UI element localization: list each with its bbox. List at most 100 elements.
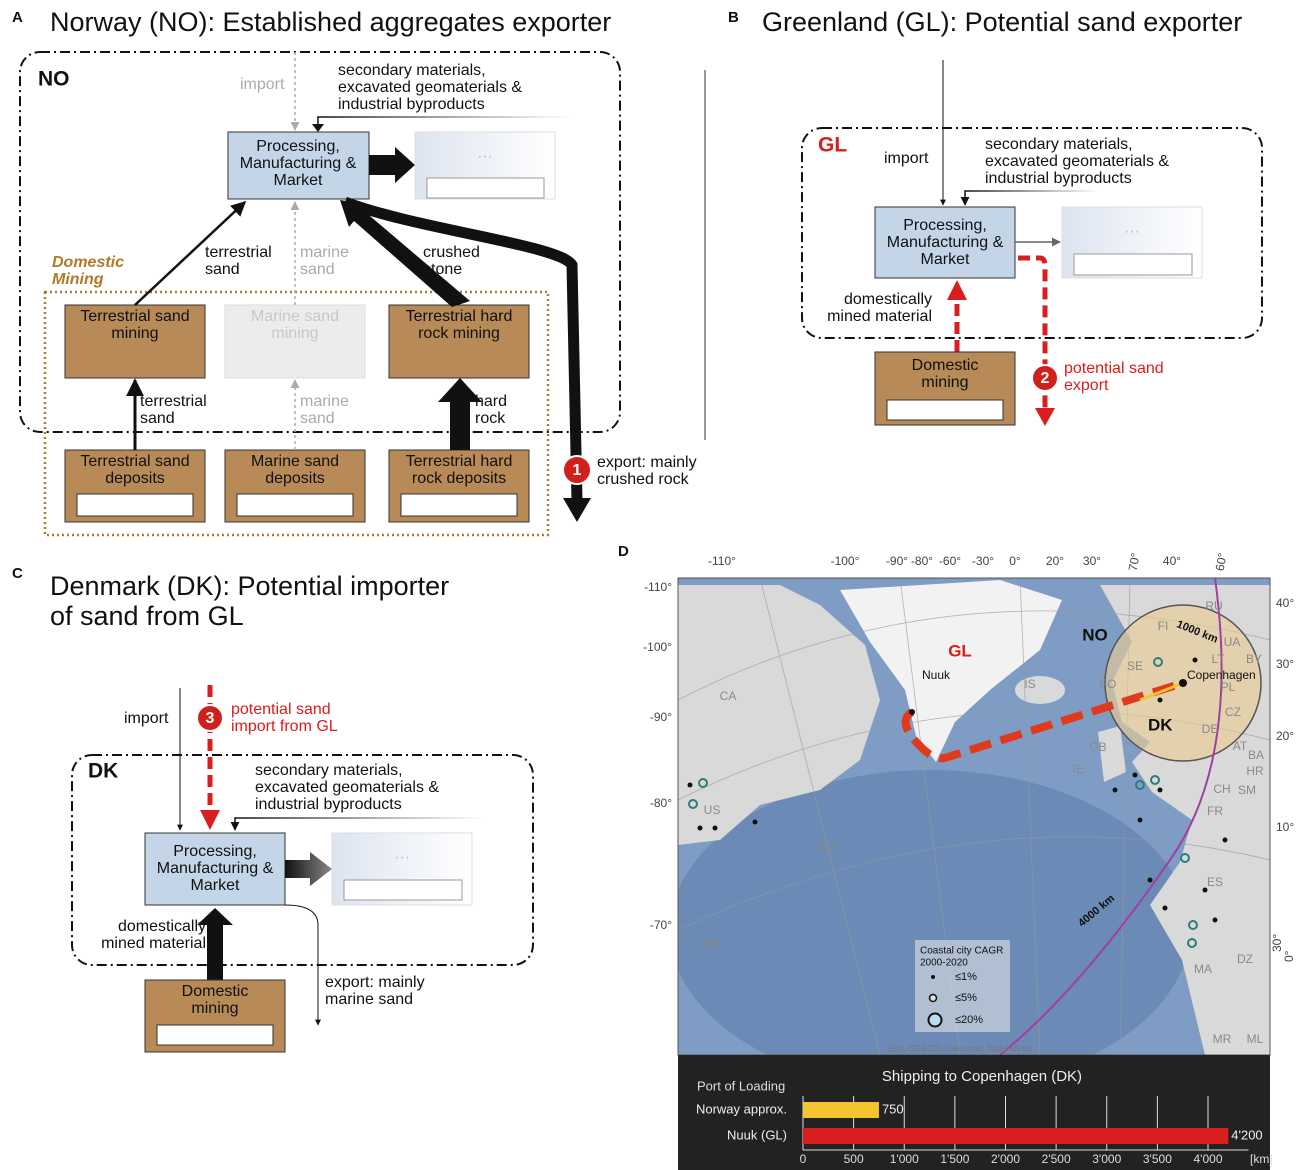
connector [1035,408,1055,426]
x-tick-label: 3'500 [1143,1152,1172,1166]
label: export [1064,377,1109,394]
country-label: MR [1213,1032,1232,1046]
shape [753,820,758,825]
label: secondary materials, [985,136,1133,153]
label: marine [300,393,349,410]
country-label: US [704,803,721,817]
box-label: Marine sand [251,453,339,470]
country-label: CA [720,689,737,703]
country-label: ML [1247,1032,1264,1046]
graticule-label: -100° [643,640,672,654]
graticule-label: 20° [1276,729,1294,743]
connector [318,117,570,130]
label: mining [921,374,968,391]
graticule-label: 70° [1126,552,1143,573]
label: stone [423,261,462,278]
shape [77,494,193,516]
shape [237,494,353,516]
country-label: LT [1211,652,1225,666]
label: excavated geomaterials & [255,779,439,796]
region-label: NO [38,68,70,91]
graticule-label: -110° [708,554,736,568]
panel-title: Greenland (GL): Potential sand exporter [762,7,1242,37]
legend-item: ≤5% [955,992,977,1004]
country-label: HR [1246,764,1264,778]
country-label: GB [1089,740,1106,754]
attribution: Esri, GEBCO, DeLorme, NaturalVue [888,1043,1033,1053]
region-label: DK [88,760,118,783]
graticule-label: 30° [1083,554,1101,568]
label: Market [274,172,323,189]
label: ··· [394,849,410,866]
label: excavated geomaterials & [985,153,1169,170]
shape [887,400,1003,420]
legend-title: 2000-2020 [920,958,968,969]
label: import [240,76,285,93]
label: hard [475,393,507,410]
graticule-label: 30° [1276,657,1294,671]
connector [312,124,324,132]
group-label: Mining [52,271,104,288]
label: sand [300,261,335,278]
panel-c [72,685,533,1052]
label: Market [921,251,970,268]
panel-title: Norway (NO): Established aggregates expo… [50,7,611,37]
label: Manufacturing & [157,860,274,877]
label: Processing, [903,217,987,234]
label: marine [300,244,349,261]
shape [1113,788,1118,793]
country-label: DE [1202,722,1219,736]
shape [1223,838,1228,843]
country-label: FO [1100,677,1117,691]
place-label: GL [948,641,972,660]
shape [698,826,703,831]
country-label: AT [1233,739,1248,753]
label: sand [300,410,335,427]
axis-title: Port of Loading [697,1078,785,1093]
panel-b [802,60,1262,426]
label: import [124,710,169,727]
box-label: rock deposits [412,470,506,487]
box-label: deposits [265,470,325,487]
label: Market [191,877,240,894]
region-label: GL [818,134,847,157]
label: Manufacturing & [887,234,1004,251]
label: Domestic [912,357,979,374]
marker-number: 2 [1041,370,1050,387]
label: export: mainly [325,974,425,991]
label: export: mainly [597,454,697,471]
label: ··· [1124,223,1140,240]
graticule-label: -60° [939,554,961,568]
value-label: 4'200 [1231,1127,1262,1142]
shape [931,975,935,979]
value-label: 750 [882,1101,904,1116]
graticule-label: -90° [650,710,672,724]
country-label: CH [1213,782,1230,796]
box-label: mining [271,325,318,342]
label: terrestrial [205,244,272,261]
label: sand [205,261,240,278]
label: domestically [118,918,206,935]
box-label: Terrestrial sand [80,453,189,470]
x-tick-label: 2'500 [1042,1152,1071,1166]
figure: A Norway (NO): Established aggregates exp… [0,0,1298,1170]
label: rock [475,410,506,427]
graticule-label: -30° [972,554,994,568]
bar [803,1102,879,1118]
legend-title: Coastal city CAGR [920,946,1003,957]
panel-letter: A [12,9,23,26]
country-label: CZ [1225,705,1241,719]
label: secondary materials, [255,762,403,779]
label: crushed [423,244,480,261]
label: Processing, [173,843,257,860]
graticule-label: 60° [1213,552,1230,573]
shape [688,783,693,788]
shape [1179,679,1187,687]
label: excavated geomaterials & [338,79,522,96]
x-tick-label: 1'000 [890,1152,919,1166]
graticule-label: 20° [1046,554,1064,568]
chart-title: Shipping to Copenhagen (DK) [882,1068,1082,1085]
label: potential sand [1064,360,1164,377]
label: mined material [101,935,206,952]
panel-title: Denmark (DK): Potential importer [50,571,449,601]
